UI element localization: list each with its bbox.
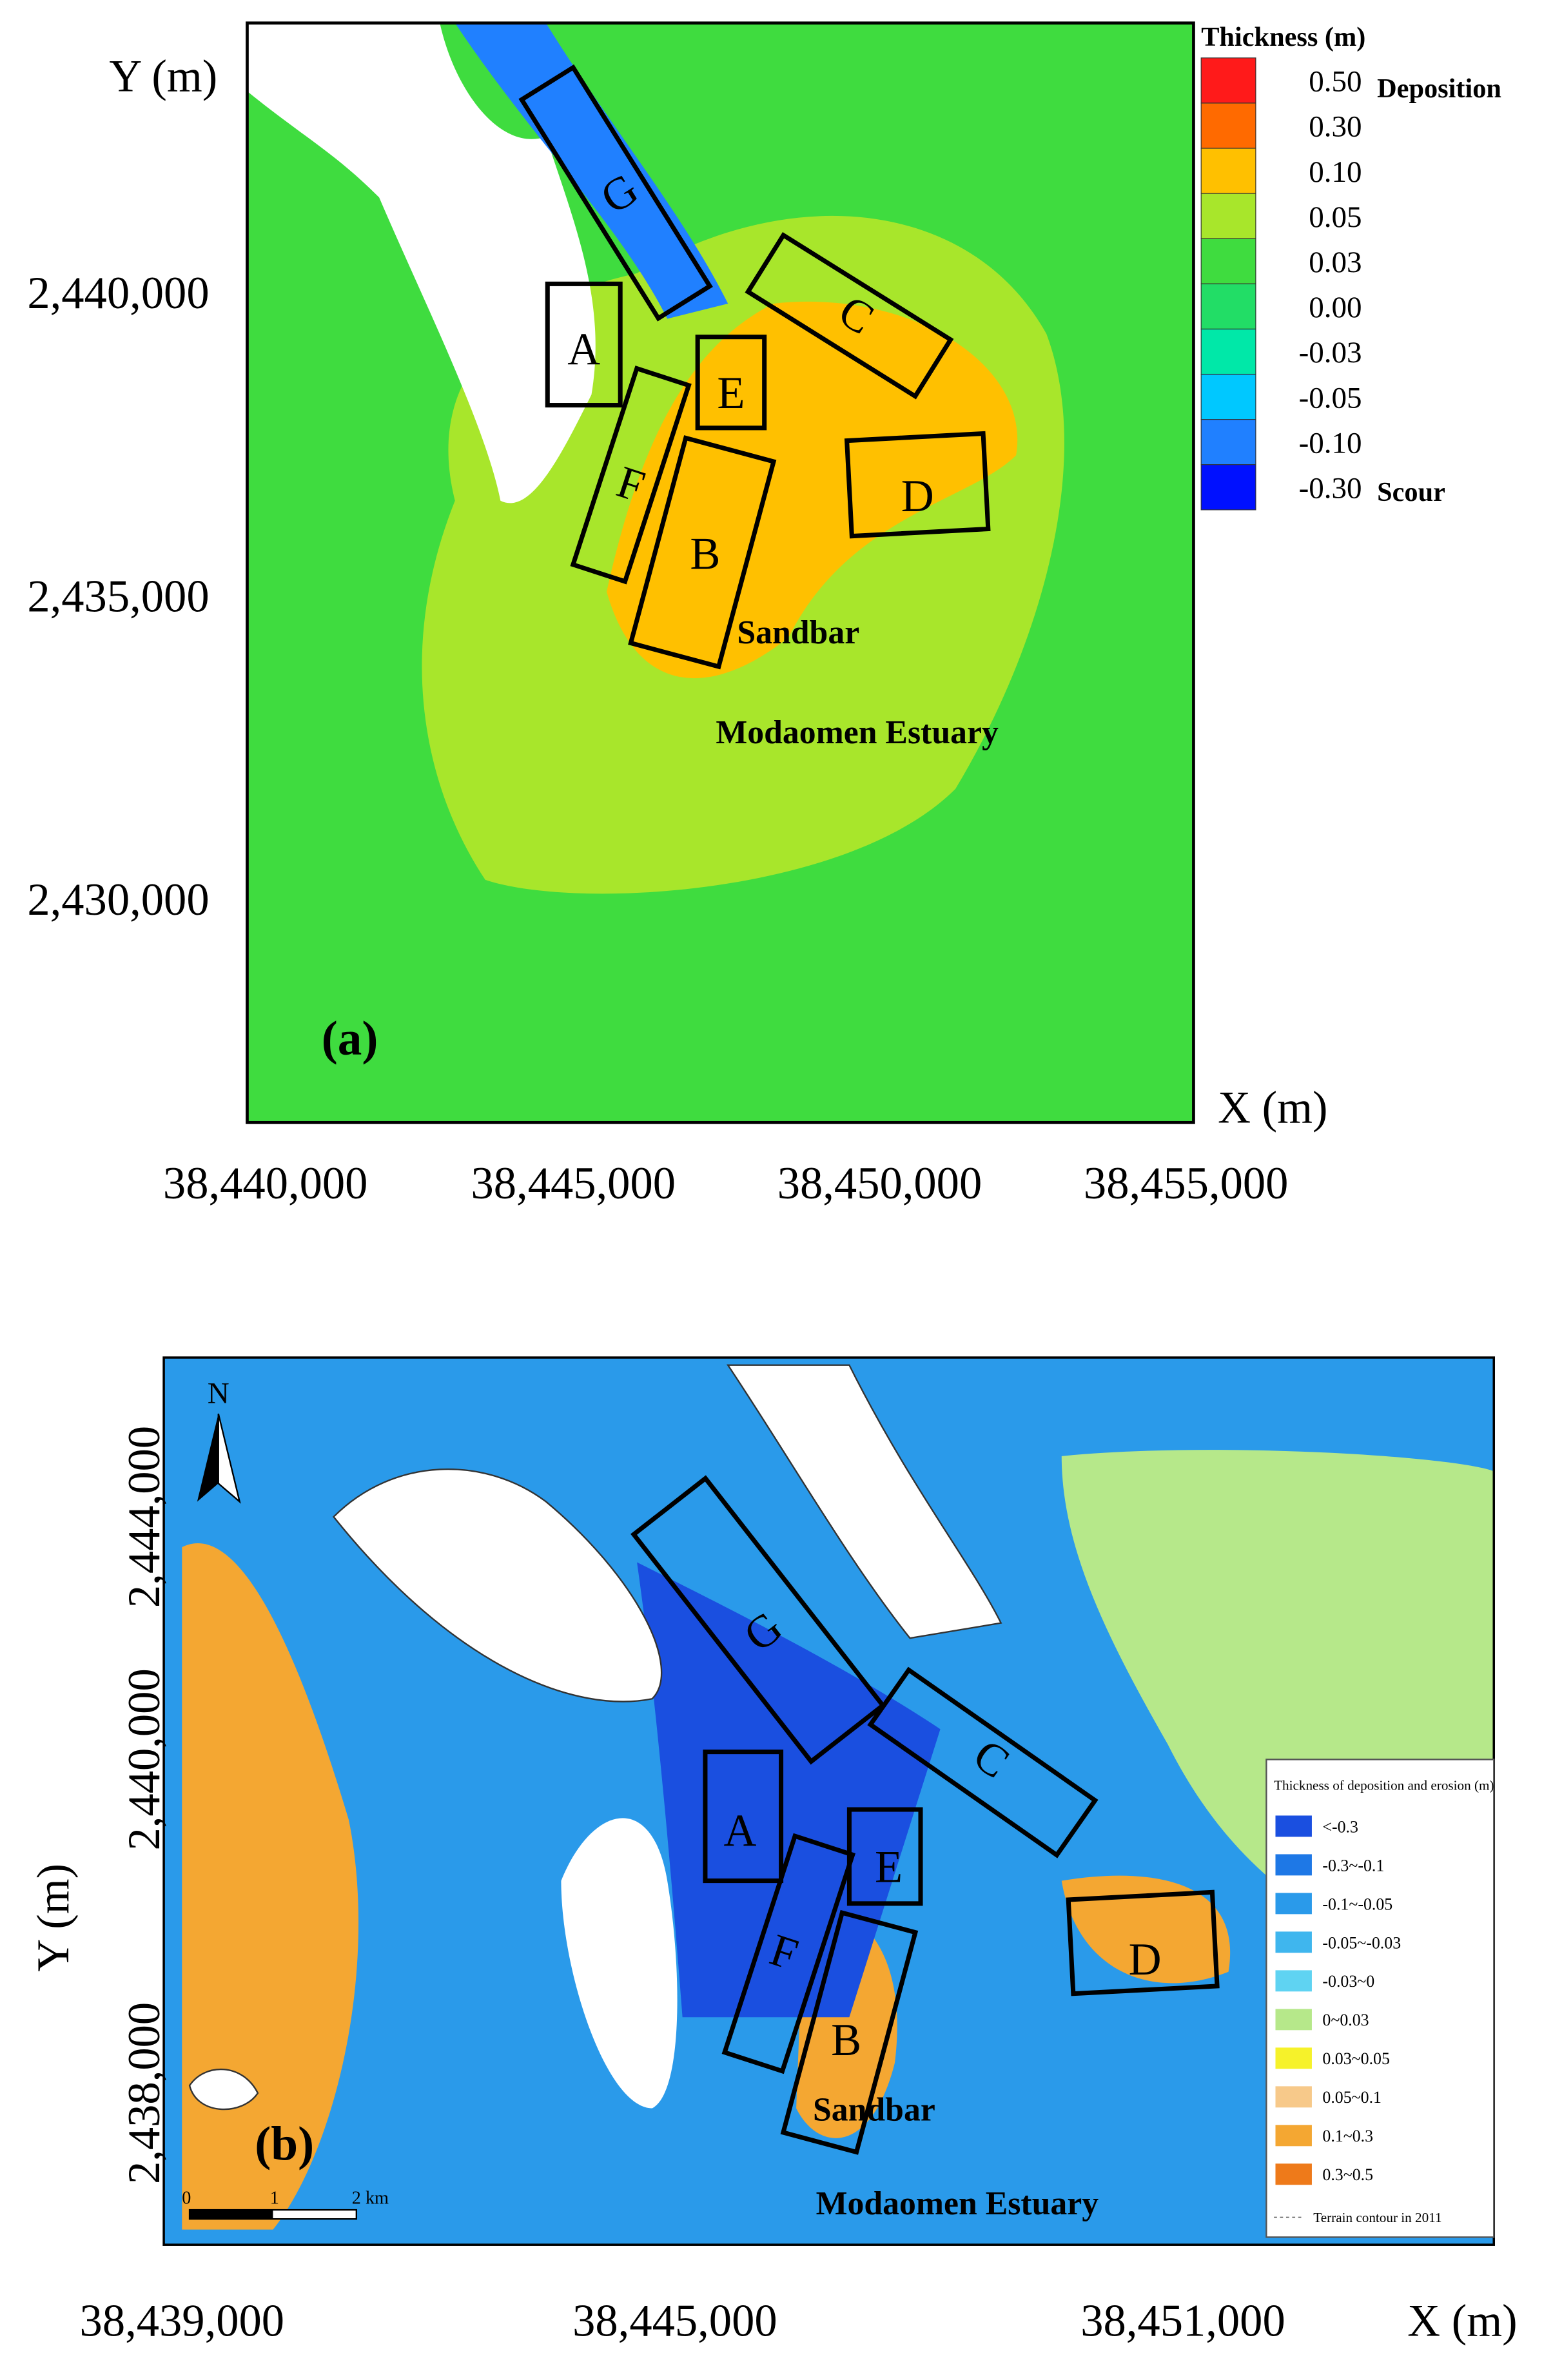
- legend-swatch: [1200, 373, 1256, 420]
- scale-label: 2 km: [352, 2189, 389, 2209]
- legend-swatch: [1200, 283, 1256, 330]
- legend-swatch: [1200, 148, 1256, 194]
- legend-label: 0~0.03: [1322, 2011, 1369, 2029]
- legend-label: -0.03~0: [1322, 1972, 1374, 1991]
- legend-swatch: [1200, 464, 1256, 511]
- estuary-label: Modaomen Estuary: [816, 2185, 1099, 2222]
- panel-b: Y (m) 2,444,000 2,440,000 2,438,000 38,4…: [28, 1356, 1518, 2346]
- legend-title: Thickness (m): [1201, 22, 1365, 52]
- x-tick-label: 38,451,000: [1080, 2296, 1285, 2346]
- box-label: E: [717, 368, 745, 418]
- y-axis-title: Y (m): [109, 52, 217, 102]
- legend-swatch: [1200, 193, 1256, 239]
- panel-label: (a): [322, 1011, 378, 1065]
- legend-label: 0.1~0.3: [1322, 2127, 1373, 2145]
- legend-label: 0.50: [1309, 65, 1362, 99]
- box-label: E: [875, 1842, 903, 1893]
- land: [247, 23, 596, 503]
- x-tick-label: 38,455,000: [1084, 1158, 1289, 1209]
- box-label: D: [901, 471, 934, 522]
- north-arrow: N: [208, 1377, 230, 1410]
- legend-note: Scour: [1377, 477, 1445, 507]
- legend-label: -0.10: [1299, 426, 1362, 460]
- legend-swatch: [1275, 1815, 1312, 1837]
- box-label: D: [1129, 1935, 1162, 1985]
- legend-swatch: [1275, 1931, 1312, 1953]
- y-tick-label: 2,440,000: [119, 1668, 170, 1850]
- y-tick-label: 2,444,000: [119, 1426, 170, 1608]
- box-label: A: [724, 1806, 757, 1856]
- legend-note: Deposition: [1377, 73, 1501, 104]
- y-tick-label: 2,430,000: [27, 875, 209, 925]
- legend-label: 0.30: [1309, 110, 1362, 144]
- legend-label: -0.03: [1299, 336, 1362, 369]
- x-tick-label: 38,450,000: [777, 1158, 982, 1209]
- legend-swatch: [1275, 2047, 1312, 2069]
- legend-swatch: [1200, 328, 1256, 375]
- legend-swatch: [1200, 419, 1256, 465]
- scale-label: 1: [270, 2189, 279, 2209]
- y-tick-label: 2,440,000: [27, 268, 209, 318]
- sandbar-label: Sandbar: [737, 614, 859, 651]
- island: [332, 1468, 663, 1702]
- legend-label: -0.05: [1299, 381, 1362, 415]
- legend-swatch: [1200, 238, 1256, 284]
- legend-title: Thickness of deposition and erosion (m): [1274, 1777, 1494, 1793]
- legend-swatch: [1275, 2009, 1312, 2031]
- x-tick-label: 38,440,000: [163, 1158, 368, 1209]
- legend-swatch: [1275, 2086, 1312, 2108]
- legend-label: 0.3~0.5: [1322, 2165, 1373, 2184]
- x-tick-label: 38,445,000: [572, 2296, 777, 2346]
- sandbar-label: Sandbar: [813, 2091, 935, 2128]
- legend-swatch: [1275, 2163, 1312, 2185]
- legend-label: -0.3~-0.1: [1322, 1856, 1384, 1875]
- deposition-zone: [182, 1543, 359, 2230]
- panel-label: (b): [255, 2117, 314, 2170]
- x-axis-title: X (m): [1407, 2296, 1517, 2346]
- y-tick-label: 2,435,000: [27, 572, 209, 622]
- box-label: A: [567, 324, 600, 375]
- legend-label: 0.05~0.1: [1322, 2088, 1382, 2107]
- legend-swatch: [1200, 57, 1256, 104]
- legend-label: 0.03~0.05: [1322, 2049, 1390, 2068]
- legend-label: 0.00: [1309, 291, 1362, 324]
- y-tick-label: 2,438,000: [119, 2002, 170, 2184]
- legend-swatch: [1275, 1893, 1312, 1915]
- legend-label: -0.1~-0.05: [1322, 1895, 1392, 1913]
- x-tick-label: 38,439,000: [80, 2296, 285, 2346]
- scale-label: 0: [182, 2189, 191, 2209]
- panel-a: Y (m) X (m) 2,440,000 2,435,000 2,430,00…: [27, 21, 1501, 1209]
- legend-swatch: [1275, 1854, 1312, 1876]
- legend-label: 0.05: [1309, 200, 1362, 234]
- legend-note: Terrain contour in 2011: [1313, 2210, 1441, 2225]
- legend-label: 0.10: [1309, 155, 1362, 189]
- box-label: B: [831, 2015, 861, 2065]
- island: [561, 1818, 678, 2109]
- legend-label: -0.30: [1299, 472, 1362, 505]
- x-tick-label: 38,445,000: [471, 1158, 676, 1209]
- estuary-label: Modaomen Estuary: [716, 714, 999, 751]
- box-label: B: [690, 529, 720, 579]
- legend-swatch: [1275, 1970, 1312, 1992]
- y-axis-title: Y (m): [28, 1864, 79, 1972]
- x-axis-title: X (m): [1218, 1082, 1327, 1133]
- legend-label: 0.03: [1309, 246, 1362, 279]
- legend-label: -0.05~-0.03: [1322, 1933, 1401, 1952]
- legend-swatch: [1275, 2125, 1312, 2147]
- legend-label: <-0.3: [1322, 1817, 1358, 1836]
- legend-swatch: [1200, 102, 1256, 149]
